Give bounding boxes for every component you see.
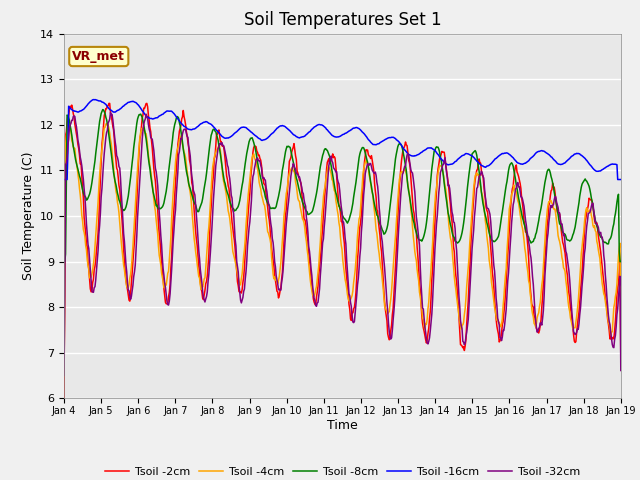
- Tsoil -4cm: [617, 346, 625, 352]
- Tsoil -4cm: [70, 145, 78, 151]
- Tsoil -4cm: [411, 249, 419, 254]
- Line: Tsoil -8cm: Tsoil -8cm: [64, 109, 621, 262]
- Tsoil -2cm: [60, 396, 68, 401]
- Tsoil -2cm: [428, 294, 435, 300]
- Title: Soil Temperatures Set 1: Soil Temperatures Set 1: [244, 11, 441, 29]
- Tsoil -8cm: [128, 160, 136, 166]
- Tsoil -2cm: [411, 219, 419, 225]
- Tsoil -2cm: [214, 129, 222, 134]
- Tsoil -8cm: [60, 259, 68, 264]
- Line: Tsoil -16cm: Tsoil -16cm: [64, 99, 621, 180]
- Tsoil -16cm: [617, 177, 625, 182]
- Tsoil -8cm: [617, 259, 625, 264]
- Tsoil -16cm: [60, 177, 68, 182]
- Tsoil -32cm: [185, 144, 193, 149]
- Tsoil -4cm: [103, 120, 111, 126]
- Tsoil -8cm: [214, 137, 222, 143]
- Text: VR_met: VR_met: [72, 50, 125, 63]
- Tsoil -16cm: [128, 99, 136, 105]
- Tsoil -8cm: [428, 174, 435, 180]
- Tsoil -2cm: [185, 144, 193, 150]
- Tsoil -4cm: [185, 181, 193, 187]
- Line: Tsoil -32cm: Tsoil -32cm: [64, 113, 621, 375]
- Tsoil -4cm: [214, 144, 222, 150]
- Tsoil -2cm: [106, 100, 113, 106]
- Line: Tsoil -2cm: Tsoil -2cm: [64, 103, 621, 398]
- Tsoil -32cm: [411, 189, 419, 195]
- Tsoil -32cm: [428, 319, 435, 325]
- Tsoil -32cm: [617, 368, 625, 373]
- Tsoil -8cm: [411, 225, 419, 230]
- Tsoil -16cm: [70, 108, 78, 114]
- Tsoil -2cm: [617, 354, 625, 360]
- Legend: Tsoil -2cm, Tsoil -4cm, Tsoil -8cm, Tsoil -16cm, Tsoil -32cm: Tsoil -2cm, Tsoil -4cm, Tsoil -8cm, Tsoi…: [100, 462, 585, 480]
- Line: Tsoil -4cm: Tsoil -4cm: [64, 123, 621, 375]
- Y-axis label: Soil Temperature (C): Soil Temperature (C): [22, 152, 35, 280]
- Tsoil -32cm: [60, 372, 68, 378]
- Tsoil -4cm: [128, 254, 136, 260]
- Tsoil -8cm: [70, 148, 78, 154]
- Tsoil -32cm: [214, 145, 222, 151]
- X-axis label: Time: Time: [327, 419, 358, 432]
- Tsoil -16cm: [411, 153, 419, 158]
- Tsoil -2cm: [70, 114, 78, 120]
- Tsoil -4cm: [60, 372, 68, 378]
- Tsoil -32cm: [107, 110, 115, 116]
- Tsoil -16cm: [185, 126, 193, 132]
- Tsoil -32cm: [70, 113, 78, 119]
- Tsoil -16cm: [214, 129, 222, 135]
- Tsoil -4cm: [428, 264, 435, 270]
- Tsoil -32cm: [128, 288, 136, 294]
- Tsoil -16cm: [428, 145, 435, 151]
- Tsoil -2cm: [128, 270, 136, 276]
- Tsoil -16cm: [90, 96, 97, 102]
- Tsoil -8cm: [185, 180, 193, 186]
- Tsoil -8cm: [99, 107, 107, 112]
